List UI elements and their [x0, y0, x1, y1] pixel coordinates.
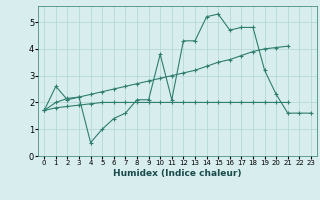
X-axis label: Humidex (Indice chaleur): Humidex (Indice chaleur) — [113, 169, 242, 178]
